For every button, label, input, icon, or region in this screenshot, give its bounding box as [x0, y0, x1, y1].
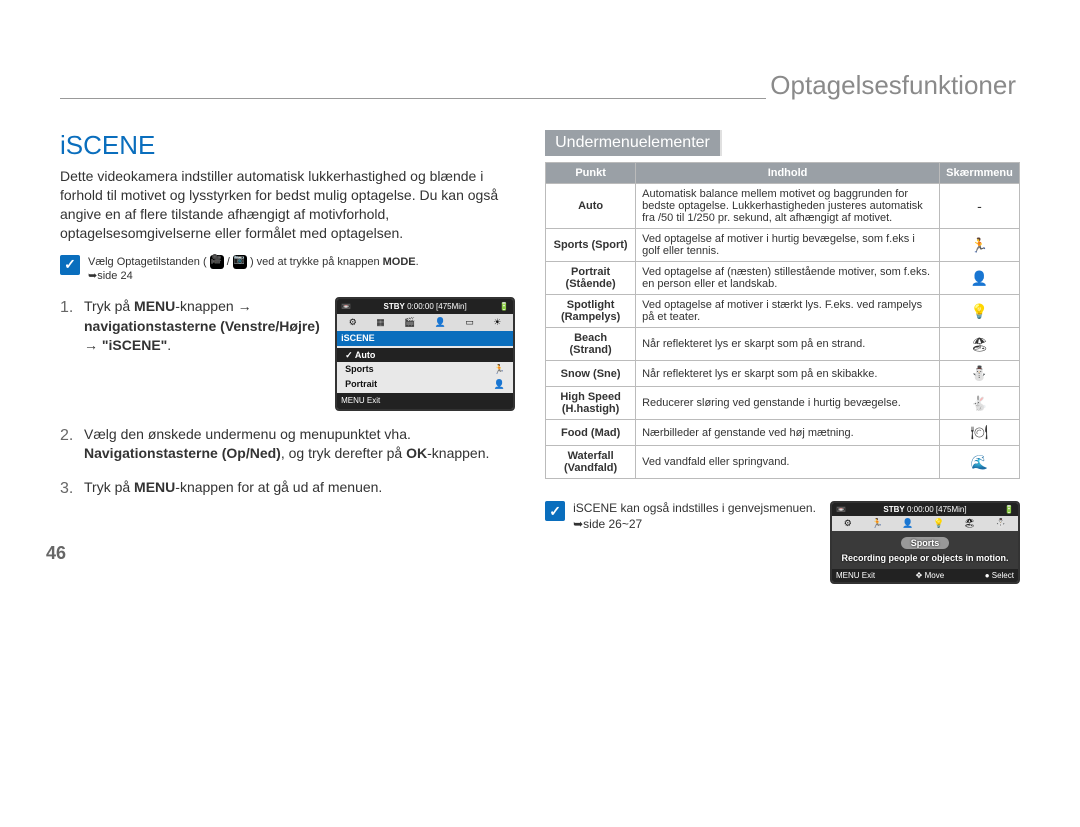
video-mode-icon [210, 255, 224, 269]
cell-icon: ⛄ [940, 361, 1020, 387]
cell-desc: Nærbilleder af genstande ved høj mætning… [636, 420, 940, 446]
step-3: Tryk på MENU-knappen for at gå ud af men… [60, 478, 515, 498]
table-row: Spotlight (Rampelys)Ved optagelse af mot… [546, 295, 1020, 328]
cell-punkt: Portrait (Stående) [546, 262, 636, 295]
lcd1-battery-icon: 🔋 [499, 301, 509, 312]
lcd1-rec-icon: 📼 [341, 301, 351, 312]
step-1: Tryk på MENU-knappen → navigationstaster… [60, 297, 515, 410]
table-row: AutoAutomatisk balance mellem motivet og… [546, 184, 1020, 229]
section-title: iSCENE [60, 130, 515, 161]
cell-icon: 🍽 [940, 420, 1020, 446]
table-row: Beach (Strand)Når reflekteret lys er ska… [546, 328, 1020, 361]
submenu-table: Punkt Indhold Skærmmenu AutoAutomatisk b… [545, 162, 1020, 479]
shortcut-note: iSCENE kan også indstilles i genvejsmenu… [573, 501, 822, 532]
table-row: Waterfall (Vandfald)Ved vandfald eller s… [546, 446, 1020, 479]
cell-punkt: Waterfall (Vandfald) [546, 446, 636, 479]
cell-punkt: High Speed (H.hastigh) [546, 387, 636, 420]
th-punkt: Punkt [546, 163, 636, 184]
cell-desc: Ved optagelse af (næsten) stillestående … [636, 262, 940, 295]
table-row: Snow (Sne)Når reflekteret lys er skarpt … [546, 361, 1020, 387]
cell-icon: - [940, 184, 1020, 229]
cell-icon: 💡 [940, 295, 1020, 328]
cell-punkt: Sports (Sport) [546, 229, 636, 262]
table-row: Food (Mad)Nærbilleder af genstande ved h… [546, 420, 1020, 446]
cell-desc: Ved vandfald eller springvand. [636, 446, 940, 479]
chapter-title: Optagelsesfunktioner [766, 70, 1020, 101]
precheck-text: Vælg Optagetilstanden ( / ) ved at trykk… [88, 255, 419, 284]
info-icon: ✓ [545, 501, 565, 521]
table-row: Portrait (Stående)Ved optagelse af (næst… [546, 262, 1020, 295]
section-intro: Dette videokamera indstiller automatisk … [60, 167, 515, 243]
cell-desc: Reducerer sløring ved genstande i hurtig… [636, 387, 940, 420]
cell-icon: 👤 [940, 262, 1020, 295]
lcd2-rec-icon: 📼 [836, 505, 846, 514]
cell-icon: 🐇 [940, 387, 1020, 420]
precheck-note: ✓ Vælg Optagetilstanden ( / ) ved at try… [60, 255, 515, 284]
cell-punkt: Beach (Strand) [546, 328, 636, 361]
cell-punkt: Auto [546, 184, 636, 229]
cell-desc: Når reflekteret lys er skarpt som på en … [636, 328, 940, 361]
cell-icon: 🏖 [940, 328, 1020, 361]
lcd-sports-screenshot: 📼 STBY 0:00:00 [475Min] 🔋 ⚙🏃👤💡🏖⛄ Sports … [830, 501, 1020, 584]
th-icon: Skærmmenu [940, 163, 1020, 184]
cell-punkt: Snow (Sne) [546, 361, 636, 387]
submenu-header: Undermenuelementer [545, 130, 722, 156]
check-icon: ✓ [60, 255, 80, 275]
table-row: High Speed (H.hastigh)Reducerer sløring … [546, 387, 1020, 420]
cell-desc: Ved optagelse af motiver i stærkt lys. F… [636, 295, 940, 328]
lcd-menu-screenshot: 📼 STBY 0:00:00 [475Min] 🔋 ⚙▦🎬👤▭☀ iSCENE … [335, 297, 515, 410]
cell-punkt: Food (Mad) [546, 420, 636, 446]
step-2: Vælg den ønskede undermenu og menupunkte… [60, 425, 515, 464]
photo-mode-icon [233, 255, 247, 269]
th-indhold: Indhold [636, 163, 940, 184]
lcd2-battery-icon: 🔋 [1004, 505, 1014, 514]
cell-icon: 🌊 [940, 446, 1020, 479]
cell-icon: 🏃 [940, 229, 1020, 262]
table-row: Sports (Sport)Ved optagelse af motiver i… [546, 229, 1020, 262]
page-number: 46 [46, 543, 66, 564]
cell-desc: Ved optagelse af motiver i hurtig bevæge… [636, 229, 940, 262]
cell-desc: Automatisk balance mellem motivet og bag… [636, 184, 940, 229]
lcd1-menu-title: iSCENE [337, 331, 513, 346]
cell-desc: Når reflekteret lys er skarpt som på en … [636, 361, 940, 387]
cell-punkt: Spotlight (Rampelys) [546, 295, 636, 328]
